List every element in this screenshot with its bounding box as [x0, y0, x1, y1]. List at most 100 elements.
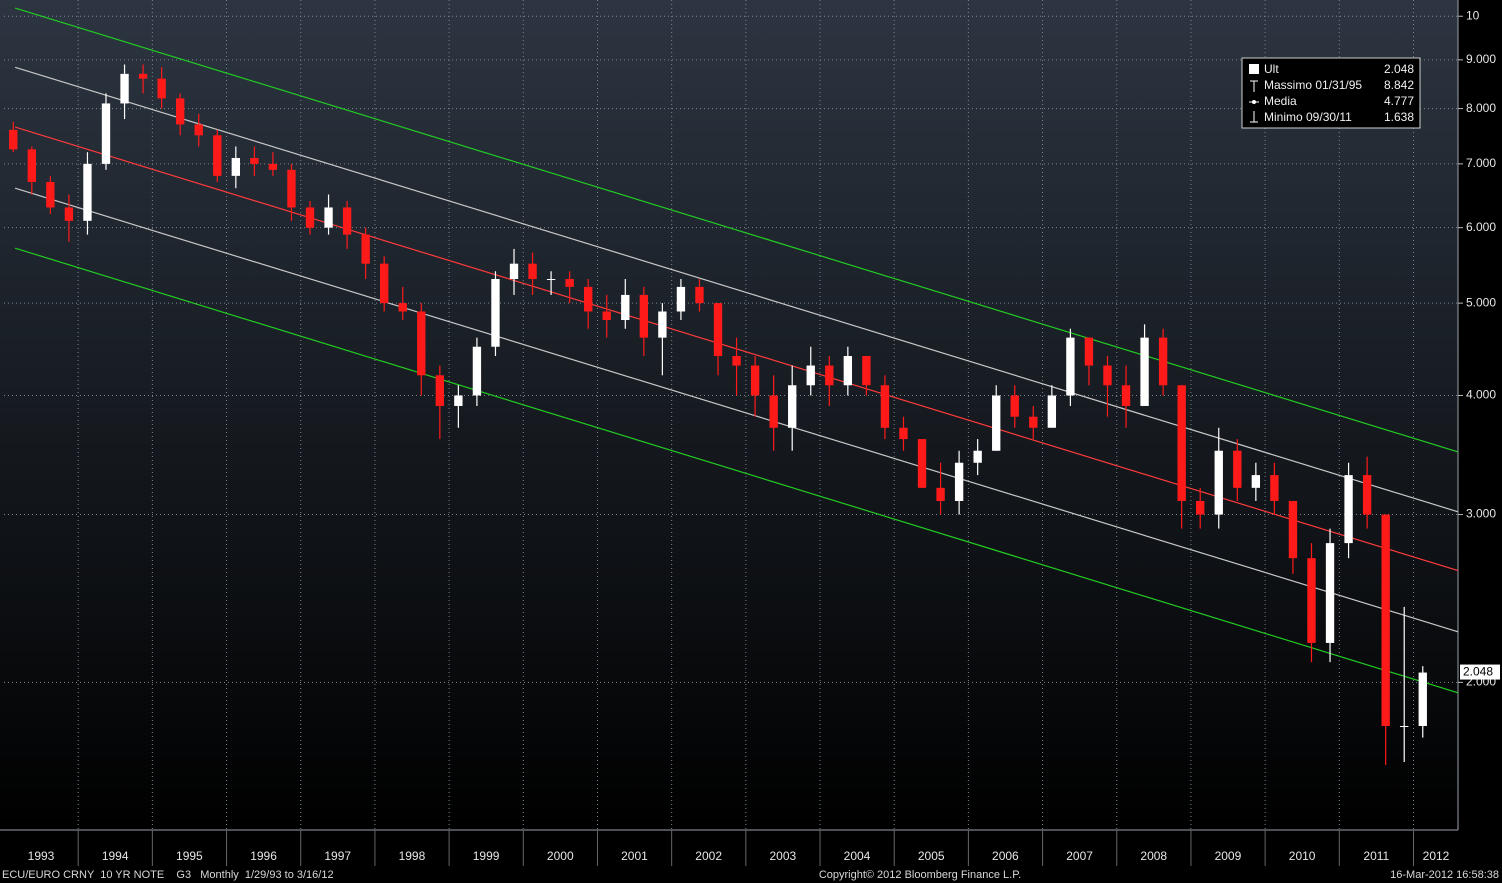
- candle-body: [1158, 337, 1168, 386]
- candle-body: [1325, 543, 1335, 643]
- candle-body: [120, 73, 129, 104]
- x-tick-label: 2000: [547, 849, 574, 863]
- candle-body: [454, 395, 463, 406]
- x-tick-label: 2009: [1215, 849, 1242, 863]
- plot-background: [0, 0, 1458, 830]
- candle-body: [1010, 395, 1019, 417]
- footer-center: Copyright© 2012 Bloomberg Finance L.P.: [819, 869, 1021, 881]
- x-tick-label: 2008: [1140, 849, 1167, 863]
- candle-body: [46, 181, 55, 208]
- legend-label: Minimo 09/30/11: [1264, 110, 1352, 124]
- candle-body: [398, 303, 407, 312]
- candle-body: [1084, 337, 1094, 366]
- candle-body: [880, 385, 890, 428]
- y-tick-label: 3.000: [1466, 507, 1496, 521]
- candle-body: [417, 311, 426, 376]
- candle-body: [138, 73, 148, 79]
- candle-body: [843, 356, 853, 386]
- x-tick-label: 1996: [250, 849, 277, 863]
- candle-body: [546, 279, 556, 281]
- candle-body: [936, 487, 945, 501]
- x-tick-label: 1997: [324, 849, 351, 863]
- legend-value: 1.638: [1384, 110, 1414, 124]
- candle-body: [621, 294, 630, 321]
- candle-body: [639, 294, 649, 338]
- candle-body: [509, 263, 519, 280]
- candle-body: [899, 427, 908, 440]
- candle-body: [954, 462, 964, 501]
- candle-body: [806, 365, 815, 386]
- candle-body: [194, 124, 203, 136]
- candle-body: [1066, 337, 1075, 396]
- candle-body: [695, 286, 704, 304]
- candle-body: [658, 311, 667, 338]
- candle-body: [1362, 475, 1372, 515]
- x-tick-label: 2007: [1066, 849, 1093, 863]
- legend-label: Massimo 01/31/95: [1264, 78, 1362, 92]
- y-tick-label: 9.000: [1466, 52, 1496, 66]
- x-tick-label: 2003: [769, 849, 796, 863]
- channel-line: [14, 66, 1459, 513]
- y-tick-label: 8.000: [1466, 101, 1496, 115]
- candle-body: [825, 365, 834, 386]
- x-tick-label: 2001: [621, 849, 648, 863]
- candle-body: [287, 169, 296, 208]
- y-axis-panel: [1458, 0, 1502, 830]
- footer-right: 16-Mar-2012 16:58:38: [1390, 869, 1499, 881]
- candle-body: [83, 163, 92, 221]
- candle-body: [64, 207, 74, 221]
- candle-body: [1381, 514, 1390, 726]
- legend-box: [1241, 57, 1421, 129]
- last-price-label: 2.048: [1463, 665, 1493, 679]
- legend-symbol: [1252, 100, 1256, 104]
- y-tick-label: 7.000: [1466, 156, 1496, 170]
- candle-body: [1214, 450, 1223, 515]
- candle-body: [788, 385, 797, 428]
- footer-left: ECU/EURO CRNY 10 YR NOTE G3 Monthly 1/29…: [2, 869, 334, 881]
- candle-body: [1140, 337, 1149, 406]
- candle-body: [992, 395, 1001, 451]
- legend-label: Media: [1264, 94, 1297, 108]
- candle-body: [1029, 416, 1038, 428]
- candle-body: [1196, 500, 1205, 515]
- candle-body: [602, 311, 611, 321]
- x-tick-label: 2006: [992, 849, 1019, 863]
- candle-body: [27, 149, 36, 182]
- candle-body: [1400, 725, 1409, 727]
- candle-body: [101, 103, 111, 164]
- x-tick-label: 2002: [695, 849, 722, 863]
- legend-symbol: [1250, 80, 1258, 92]
- candle-body: [231, 157, 240, 176]
- legend-label: Ult: [1264, 62, 1279, 76]
- candle-body: [750, 365, 760, 396]
- candle-body: [584, 286, 593, 312]
- candle-body: [176, 98, 185, 125]
- x-tick-label: 2011: [1363, 849, 1389, 863]
- channel-line: [14, 187, 1459, 633]
- candle-body: [342, 207, 352, 235]
- candle-body: [713, 303, 723, 357]
- candle-body: [1344, 475, 1353, 544]
- candle-body: [1103, 365, 1112, 386]
- y-tick-label: 6.000: [1466, 220, 1496, 234]
- candle-body: [1047, 395, 1057, 428]
- x-tick-label: 1998: [399, 849, 426, 863]
- candle-body: [324, 207, 333, 228]
- candle-body: [1121, 385, 1131, 406]
- candle-body: [565, 279, 574, 287]
- candle-body: [472, 346, 482, 396]
- candle-body: [1307, 558, 1316, 643]
- x-tick-label: 1994: [102, 849, 129, 863]
- x-tick-label: 1999: [473, 849, 500, 863]
- candle-body: [1177, 385, 1186, 501]
- candle-body: [862, 356, 871, 386]
- candle-body: [157, 78, 166, 99]
- candle-body: [528, 263, 537, 280]
- legend-value: 8.842: [1384, 78, 1414, 92]
- x-tick-label: 2005: [918, 849, 945, 863]
- candle-body: [491, 279, 500, 347]
- last-price-tag: [1460, 664, 1500, 680]
- candle-body: [361, 234, 370, 264]
- y-tick-label: 5.000: [1466, 295, 1496, 309]
